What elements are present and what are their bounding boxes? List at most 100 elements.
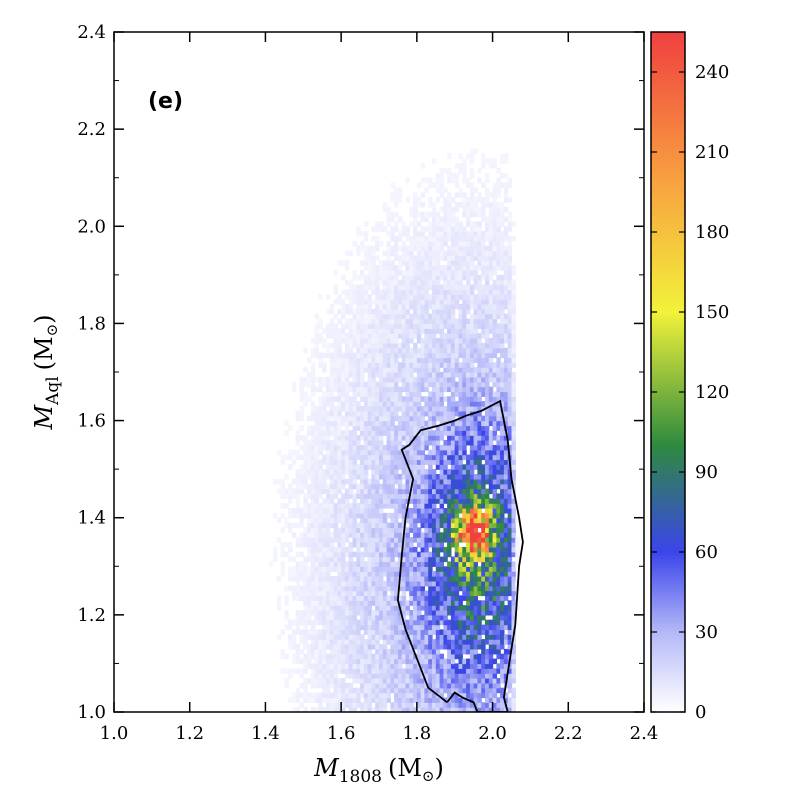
heatmap-cell <box>466 668 471 674</box>
heatmap-cell <box>420 580 425 587</box>
heatmap-cell <box>397 614 403 621</box>
heatmap-cell <box>454 192 460 198</box>
heatmap-cell <box>295 474 301 480</box>
heatmap-cell <box>405 639 410 645</box>
heatmap-cell <box>371 566 376 572</box>
heatmap-cell <box>314 459 319 465</box>
heatmap-cell <box>397 600 403 606</box>
heatmap-cell <box>409 236 414 242</box>
heatmap-cell <box>492 478 497 485</box>
heatmap-cell <box>394 493 399 499</box>
heatmap-cell <box>329 648 335 655</box>
heatmap-cell <box>401 658 407 665</box>
heatmap-cell <box>363 493 369 499</box>
heatmap-cell <box>401 313 407 320</box>
heatmap-cell <box>462 697 467 703</box>
heatmap-cell <box>390 265 395 271</box>
heatmap-cell <box>424 406 429 412</box>
heatmap-cell <box>458 707 463 712</box>
heatmap-cell <box>488 542 494 548</box>
heatmap-cell <box>477 347 482 354</box>
heatmap-cell <box>485 284 490 291</box>
heatmap-cell <box>477 231 482 237</box>
heatmap-cell <box>356 333 361 339</box>
heatmap-cell <box>492 435 497 441</box>
heatmap-cell <box>348 420 354 427</box>
heatmap-cell <box>401 323 407 329</box>
heatmap-cell <box>424 289 429 295</box>
heatmap-cell <box>386 478 391 485</box>
heatmap-cell <box>352 352 357 359</box>
heatmap-cell <box>443 333 448 339</box>
heatmap-cell <box>326 692 331 699</box>
heatmap-cell <box>397 294 403 300</box>
heatmap-cell <box>466 279 471 286</box>
heatmap-cell <box>496 556 501 563</box>
heatmap-cell <box>352 653 357 660</box>
heatmap-cell <box>371 673 376 679</box>
heatmap-cell <box>450 532 456 538</box>
heatmap-cell <box>397 678 403 684</box>
heatmap-cell <box>420 236 425 242</box>
heatmap-cell <box>416 600 422 606</box>
heatmap-cell <box>386 488 391 495</box>
heatmap-cell <box>337 527 342 533</box>
heatmap-cell <box>469 226 475 232</box>
heatmap-cell <box>428 459 433 465</box>
heatmap-cell <box>405 668 410 674</box>
heatmap-cell <box>322 634 327 640</box>
heatmap-cell <box>307 663 312 669</box>
heatmap-cell <box>371 274 376 281</box>
heatmap-cell <box>439 304 444 310</box>
heatmap-cell <box>318 508 323 514</box>
heatmap-cell <box>428 372 433 378</box>
heatmap-cell <box>401 614 407 621</box>
heatmap-cell <box>424 634 429 640</box>
heatmap-cell <box>394 527 399 533</box>
heatmap-cell <box>477 372 482 378</box>
heatmap-cell <box>363 367 369 373</box>
heatmap-cell <box>462 614 467 621</box>
heatmap-cell <box>352 527 357 533</box>
heatmap-cell <box>469 376 475 383</box>
heatmap-cell <box>382 512 388 519</box>
heatmap-cell <box>371 512 376 519</box>
heatmap-cell <box>469 653 475 660</box>
heatmap-cell <box>344 546 350 553</box>
heatmap-cell <box>485 624 490 631</box>
heatmap-cell <box>462 440 467 446</box>
heatmap-cell <box>363 444 369 451</box>
heatmap-cell <box>394 454 399 461</box>
heatmap-cell <box>413 585 418 592</box>
heatmap-cell <box>303 697 308 703</box>
heatmap-cell <box>458 508 463 514</box>
heatmap-cell <box>405 527 410 533</box>
heatmap-cell <box>443 372 448 378</box>
heatmap-cell <box>420 430 425 436</box>
heatmap-cell <box>439 338 444 344</box>
heatmap-cell <box>329 556 335 563</box>
heatmap-cell <box>386 459 391 465</box>
heatmap-cell <box>485 478 490 485</box>
heatmap-cell <box>348 614 354 621</box>
heatmap-cell <box>314 478 319 485</box>
heatmap-cell <box>329 629 335 635</box>
heatmap-cell <box>469 158 475 164</box>
heatmap-cell <box>371 546 376 553</box>
heatmap-cell <box>439 469 444 475</box>
heatmap-cell <box>420 396 425 402</box>
heatmap-cell <box>333 508 338 514</box>
heatmap-cell <box>394 192 399 198</box>
heatmap-cell <box>276 600 282 606</box>
heatmap-cell <box>401 430 407 436</box>
heatmap-cell <box>443 678 448 684</box>
heatmap-cell <box>462 347 467 354</box>
heatmap-cell <box>432 512 437 519</box>
heatmap-cell <box>295 610 301 616</box>
heatmap-cell <box>379 454 384 461</box>
heatmap-cell <box>337 576 342 582</box>
heatmap-cell <box>314 508 319 514</box>
heatmap-cell <box>458 420 463 427</box>
heatmap-cell <box>360 585 365 592</box>
heatmap-cell <box>379 517 384 524</box>
